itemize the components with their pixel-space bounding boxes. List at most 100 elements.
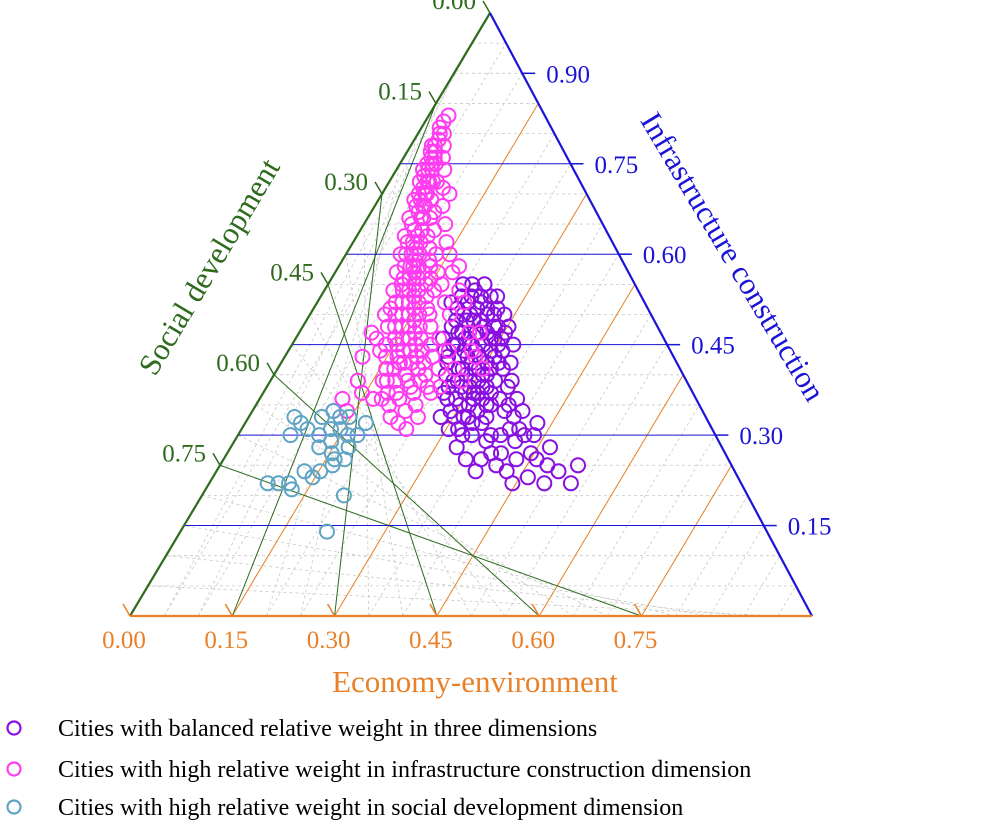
axis-lines [129,12,813,618]
point-s0-128 [465,390,482,407]
point-s0-144 [458,312,475,329]
point-s1-175 [453,372,470,389]
point-s1-102 [419,300,436,317]
tick-mark-economy-1 [224,603,233,617]
point-s1-132 [354,348,371,365]
point-s0-112 [550,463,567,480]
grid-line-descending-3 [266,133,555,617]
point-s1-183 [474,360,491,377]
point-s1-167 [437,216,454,233]
point-s0-83 [445,372,462,389]
tick-label-economy-3: 0.45 [409,627,453,654]
tick-label-social-1: 0.15 [378,78,422,105]
point-s1-70 [387,372,404,389]
point-s1-181 [461,324,478,341]
grid-line-ascending-9 [309,314,472,617]
tick-layer: 0.00 0.15 0.30 0.45 0.60 0.75 0.90 0.75 0.60 0.45… [102,0,831,654]
point-s0-142 [500,397,517,413]
point-s1-112 [411,173,428,190]
point-s0-131 [500,318,517,335]
point-s1-174 [446,360,463,377]
point-s0-125 [457,451,474,468]
tick-label-infrastructure-4: 0.30 [739,423,783,450]
point-s1-73 [417,366,434,383]
point-s1-100 [430,360,447,377]
point-s0-136 [503,372,520,389]
tick-label-infrastructure-3: 0.45 [691,333,735,360]
point-s0-94 [494,342,511,359]
point-s0-135 [494,360,511,377]
axis-title-economy: Economy-environment [332,664,618,699]
grid-layer [147,42,797,617]
point-s2-12 [339,427,356,444]
point-s2-6 [332,409,349,425]
point-s2-2 [282,427,299,444]
point-s2-26 [259,475,276,492]
point-s2-16 [270,475,287,492]
point-s2-27 [311,439,328,456]
point-s0-114 [519,469,536,486]
grid-line-descending-6 [368,223,604,617]
tick-mark-social-2 [374,181,383,195]
point-s1-111 [415,161,431,178]
point-s0-133 [479,300,496,317]
point-s1-130 [334,390,351,407]
point-s0-63 [440,421,457,438]
point-s0-49 [489,288,506,305]
tick-label-economy-4: 0.60 [511,627,555,654]
legend-marker-balanced [6,720,22,736]
legend-label-infrastructure: Cities with high relative weight in infr… [58,757,751,783]
point-s1-173 [440,342,457,359]
point-s1-147 [377,306,393,323]
point-s0-109 [508,451,525,468]
point-s1-172 [471,324,488,341]
grid-line-descending-10 [504,344,668,617]
major-line-social-3 [273,374,540,617]
point-s0-98 [449,372,466,389]
major-line-social-2 [327,284,438,617]
major-line-social-0 [231,103,437,617]
point-s1-71 [386,360,403,377]
point-s0-120 [562,475,579,492]
point-s1-162 [435,125,452,142]
point-s0-122 [504,475,521,492]
point-s1-60 [387,318,403,335]
point-s1-120 [379,318,396,335]
point-s0-64 [473,415,490,431]
tick-label-economy-2: 0.30 [307,627,351,654]
series-2 [259,403,374,540]
grid-line-ascending-6 [363,224,370,617]
point-s0-51 [464,276,481,293]
legend-item-infrastructure: Cities with high relative weight in infr… [6,757,751,783]
point-s1-160 [436,161,453,178]
axis-title-social: Social development [131,152,287,381]
point-s0-119 [570,457,586,474]
point-s0-141 [511,421,528,438]
point-s2-18 [283,481,300,498]
point-s0-127 [478,397,495,413]
tick-mark-economy-5 [633,603,643,617]
tick-label-economy-5: 0.75 [614,627,658,654]
grid-line-descending-4 [300,163,571,617]
point-s1-146 [363,324,380,341]
grid-line-descending-18 [777,585,797,617]
point-s0-50 [476,276,493,293]
point-s1-97 [422,318,439,335]
legend-label-social: Cities with high relative weight in soci… [58,795,683,821]
point-s1-142 [432,378,449,395]
tick-mark-economy-3 [429,603,438,617]
axis-line-social [129,12,491,617]
point-s1-157 [441,306,458,323]
point-s1-179 [382,409,399,425]
point-s1-161 [440,107,457,124]
legend-marker-social [6,799,22,815]
tick-mark-social-4 [266,362,275,376]
grid-line-ascending-7 [345,254,404,617]
legend-item-balanced: Cities with balanced relative weight in … [6,716,597,742]
point-s1-171 [456,294,473,311]
point-s1-78 [411,318,428,335]
point-s0-124 [467,463,484,480]
point-s1-135 [374,372,391,389]
tick-mark-social-0 [482,0,491,14]
major-line-economy-3 [538,374,684,617]
